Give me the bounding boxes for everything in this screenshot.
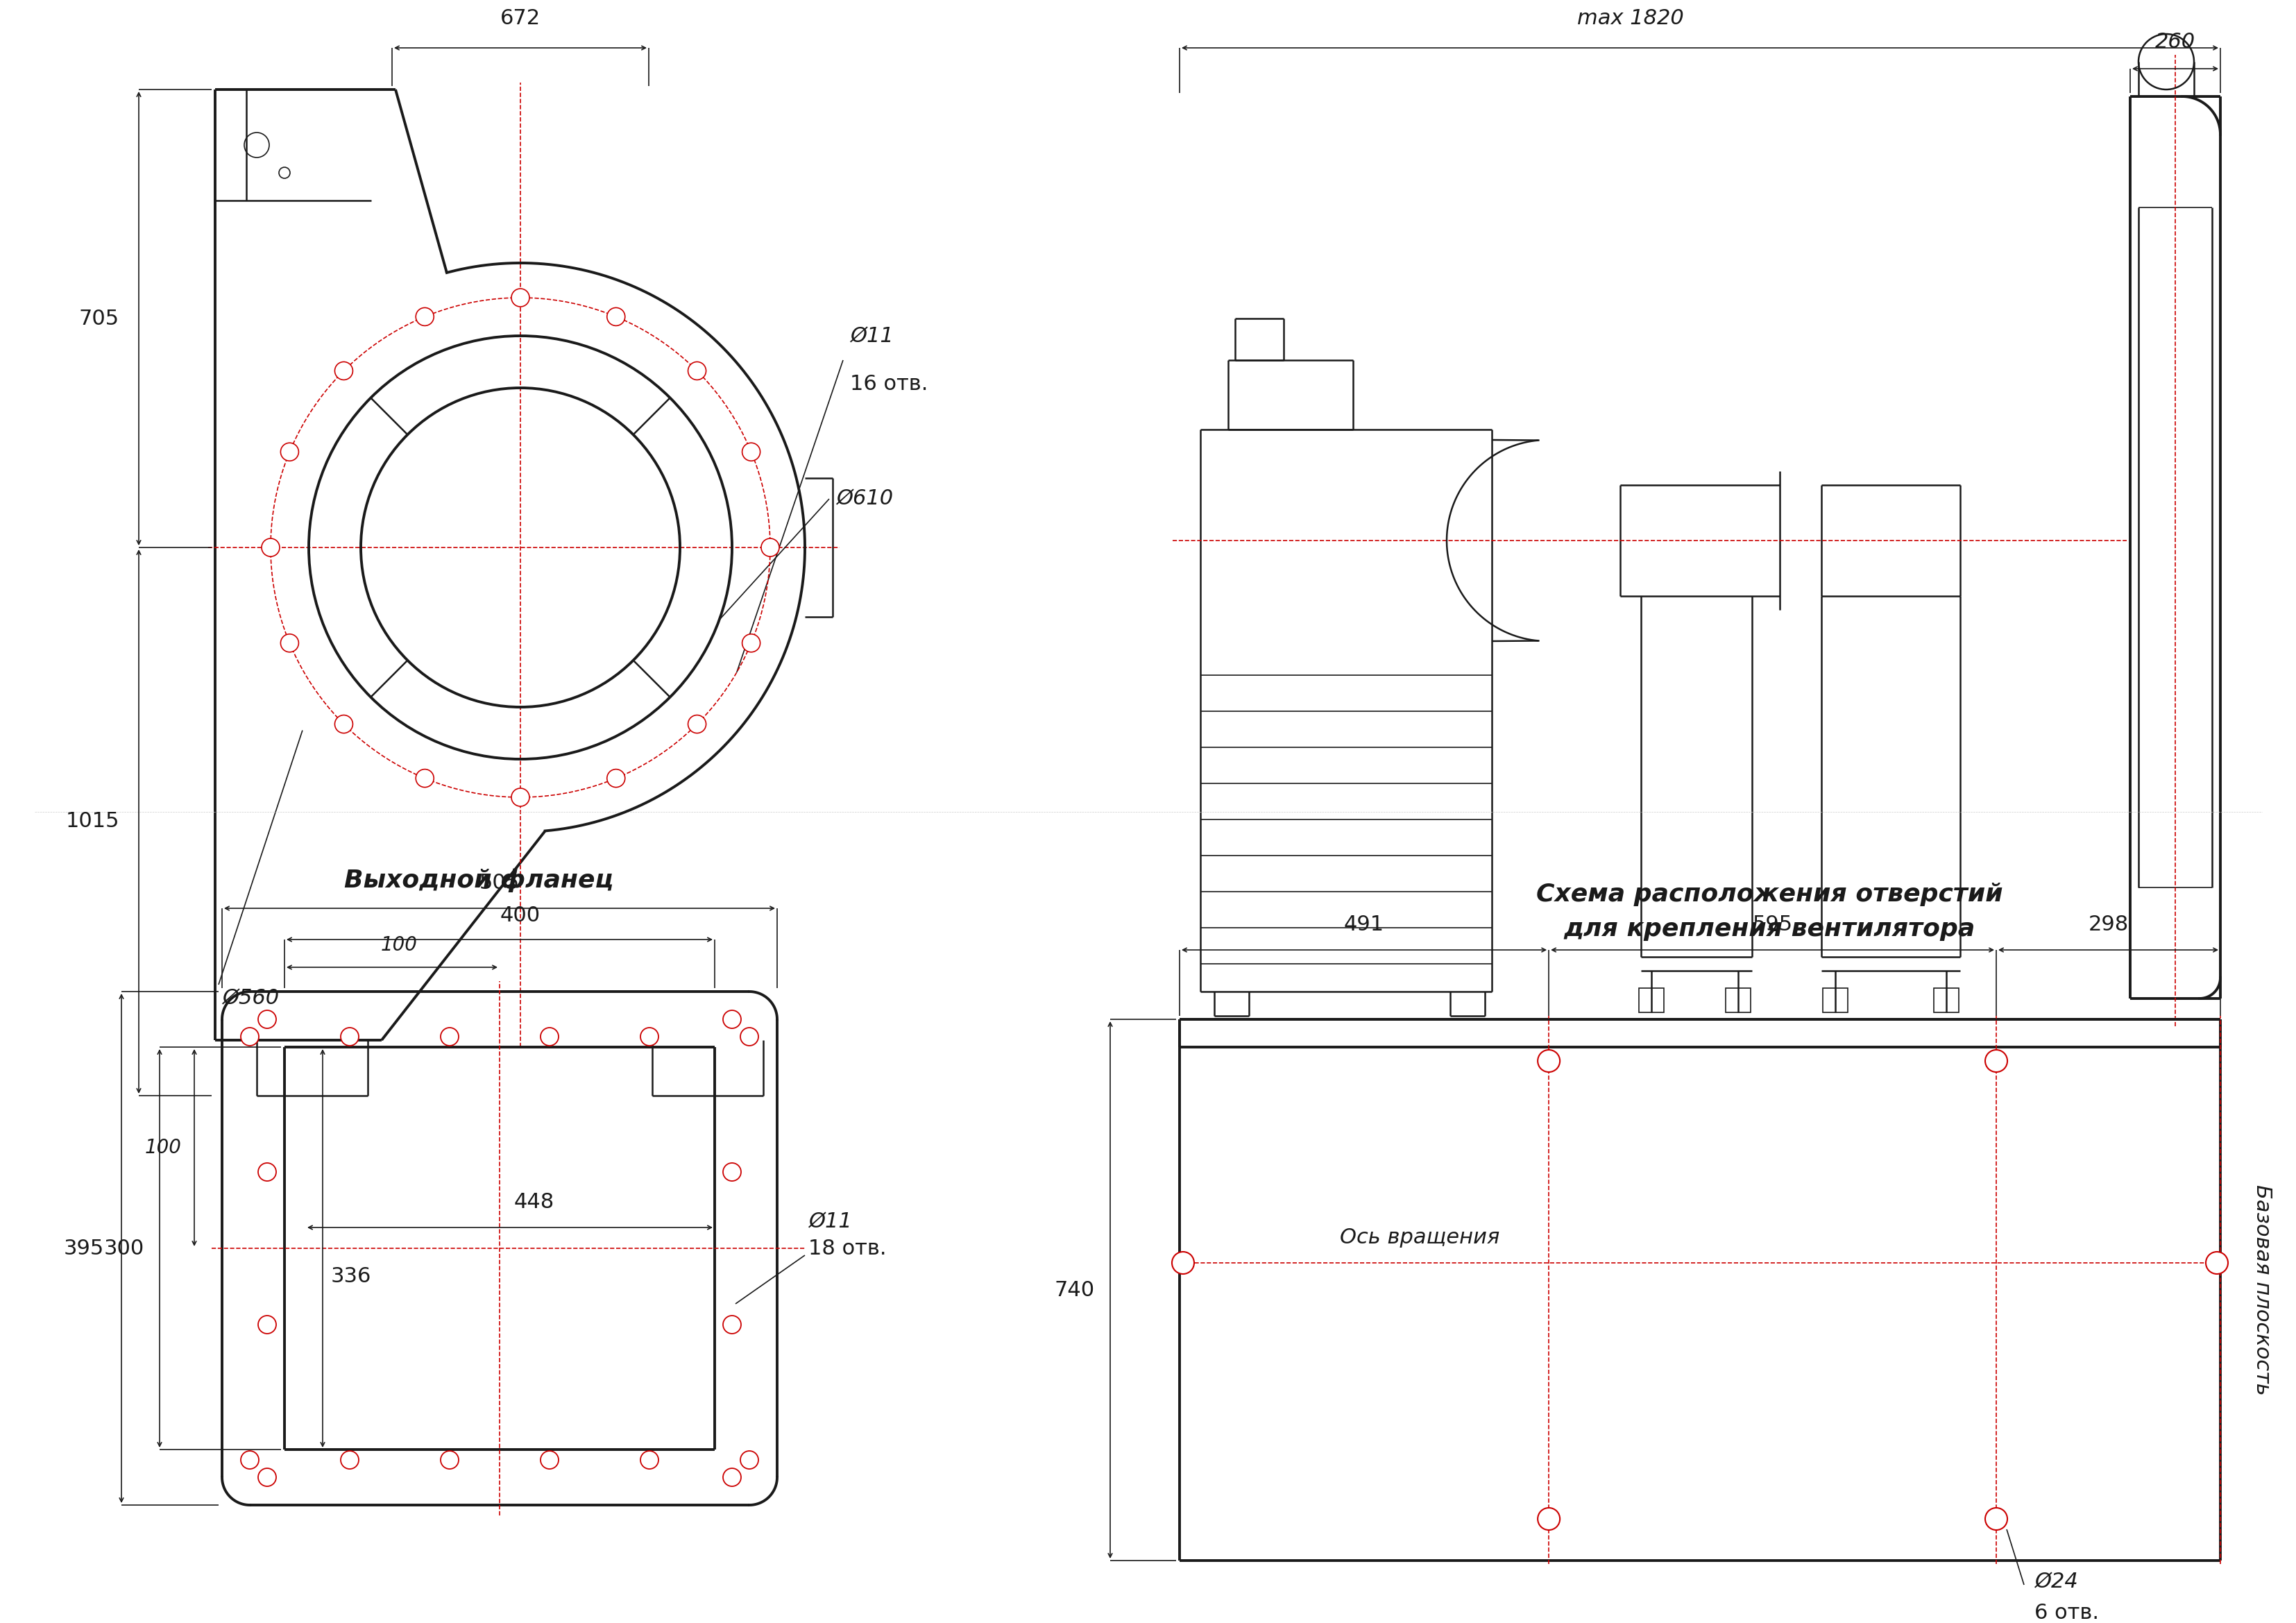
Circle shape <box>641 1451 659 1469</box>
Circle shape <box>441 1027 459 1045</box>
Bar <box>1639 988 1665 1013</box>
Text: Ось вращения: Ось вращения <box>1341 1227 1499 1248</box>
Circle shape <box>257 1469 276 1487</box>
Circle shape <box>641 1027 659 1045</box>
Circle shape <box>742 635 760 652</box>
Text: 6 отв.: 6 отв. <box>2034 1604 2099 1623</box>
Bar <box>1727 988 1750 1013</box>
Circle shape <box>340 1451 358 1469</box>
Text: Ø24: Ø24 <box>2034 1571 2078 1592</box>
Circle shape <box>512 789 530 807</box>
Text: Ø11: Ø11 <box>808 1212 852 1232</box>
Circle shape <box>441 1451 459 1469</box>
Text: 298: 298 <box>2087 914 2128 935</box>
Bar <box>1933 988 1958 1013</box>
Circle shape <box>416 769 434 787</box>
Text: 395: 395 <box>64 1238 103 1258</box>
Circle shape <box>689 362 707 380</box>
Circle shape <box>257 1316 276 1334</box>
Text: 400: 400 <box>501 906 540 925</box>
Text: Выходной фланец: Выходной фланец <box>344 868 613 893</box>
Text: Схема расположения отверстий: Схема расположения отверстий <box>1536 883 2002 906</box>
Text: Ø610: Ø610 <box>836 489 893 510</box>
Circle shape <box>689 716 707 734</box>
Circle shape <box>723 1010 742 1029</box>
Circle shape <box>1986 1508 2007 1530</box>
Text: 705: 705 <box>78 308 119 328</box>
Circle shape <box>723 1469 742 1487</box>
Text: для крепления вентилятора: для крепления вентилятора <box>1564 917 1975 941</box>
Text: 595: 595 <box>1752 914 1793 935</box>
Circle shape <box>257 1010 276 1029</box>
Text: 16 отв.: 16 отв. <box>850 373 928 394</box>
Circle shape <box>1538 1050 1559 1073</box>
Text: 672: 672 <box>501 8 540 29</box>
Circle shape <box>280 635 298 652</box>
Bar <box>1823 988 1848 1013</box>
Circle shape <box>1538 1508 1559 1530</box>
Text: 505: 505 <box>480 873 519 893</box>
Circle shape <box>512 289 530 307</box>
Circle shape <box>2206 1251 2227 1274</box>
Circle shape <box>762 539 778 557</box>
Circle shape <box>416 308 434 326</box>
Text: 100: 100 <box>381 935 418 954</box>
Circle shape <box>262 539 280 557</box>
Circle shape <box>1171 1251 1194 1274</box>
Text: 18 отв.: 18 отв. <box>808 1238 886 1258</box>
Text: 1015: 1015 <box>67 812 119 831</box>
Circle shape <box>540 1451 558 1469</box>
Circle shape <box>606 769 625 787</box>
Circle shape <box>606 308 625 326</box>
Circle shape <box>739 1451 758 1469</box>
Circle shape <box>739 1027 758 1045</box>
Circle shape <box>335 716 354 734</box>
Circle shape <box>1986 1050 2007 1073</box>
Circle shape <box>241 1027 259 1045</box>
Text: 740: 740 <box>1054 1281 1095 1300</box>
Text: 100: 100 <box>145 1138 181 1157</box>
Circle shape <box>540 1027 558 1045</box>
Text: Базовая плоскость: Базовая плоскость <box>2252 1185 2273 1396</box>
Text: 448: 448 <box>514 1193 556 1212</box>
Text: 491: 491 <box>1343 914 1384 935</box>
Text: 260: 260 <box>2156 32 2195 52</box>
Circle shape <box>335 362 354 380</box>
Circle shape <box>241 1451 259 1469</box>
Text: Ø560: Ø560 <box>223 988 280 1008</box>
Circle shape <box>723 1316 742 1334</box>
Circle shape <box>280 443 298 461</box>
Circle shape <box>257 1164 276 1182</box>
Circle shape <box>742 443 760 461</box>
Text: max 1820: max 1820 <box>1577 8 1683 29</box>
Text: Ø11: Ø11 <box>850 326 893 346</box>
Text: 336: 336 <box>331 1266 372 1285</box>
Circle shape <box>340 1027 358 1045</box>
Circle shape <box>723 1164 742 1182</box>
Text: 300: 300 <box>103 1238 145 1258</box>
